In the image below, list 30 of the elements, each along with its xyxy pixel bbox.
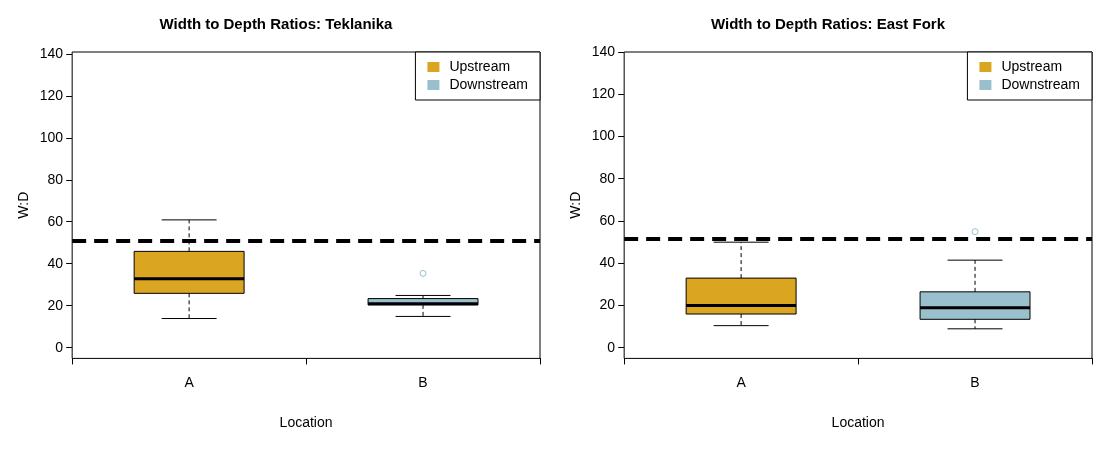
x-tick-label: A (736, 373, 747, 390)
x-tick-label: A (184, 373, 195, 390)
y-tick-label: 20 (599, 296, 616, 313)
y-tick-label: 120 (39, 86, 64, 103)
y-tick-label: 100 (591, 127, 616, 144)
x-tick-label: B (418, 373, 428, 390)
legend-label: Downstream (1001, 75, 1081, 92)
y-tick-label: 60 (47, 212, 64, 229)
legend-label: Upstream (1001, 57, 1063, 74)
x-tick-label: B (970, 373, 980, 390)
chart-title: Width to Depth Ratios: East Fork (710, 15, 946, 33)
legend-label: Downstream (449, 75, 529, 92)
y-tick-label: 20 (47, 296, 64, 313)
y-axis-title: W:D (567, 191, 584, 219)
y-tick-label: 60 (599, 211, 616, 228)
y-tick-label: 140 (39, 44, 64, 61)
x-axis-title: Location (831, 414, 885, 431)
y-tick-label: 80 (599, 169, 616, 186)
y-tick-label: 100 (39, 128, 64, 145)
legend-label: Upstream (449, 57, 511, 74)
y-tick-label: 120 (591, 85, 616, 102)
y-tick-label: 0 (55, 338, 64, 355)
y-axis-title: W:D (15, 191, 32, 219)
x-axis-title: Location (279, 414, 333, 431)
y-tick-label: 40 (599, 254, 616, 271)
y-tick-label: 80 (47, 170, 64, 187)
y-tick-label: 40 (47, 254, 64, 271)
y-tick-label: 0 (607, 338, 616, 355)
y-tick-label: 140 (591, 42, 616, 59)
chart-title: Width to Depth Ratios: Teklanika (159, 15, 394, 33)
